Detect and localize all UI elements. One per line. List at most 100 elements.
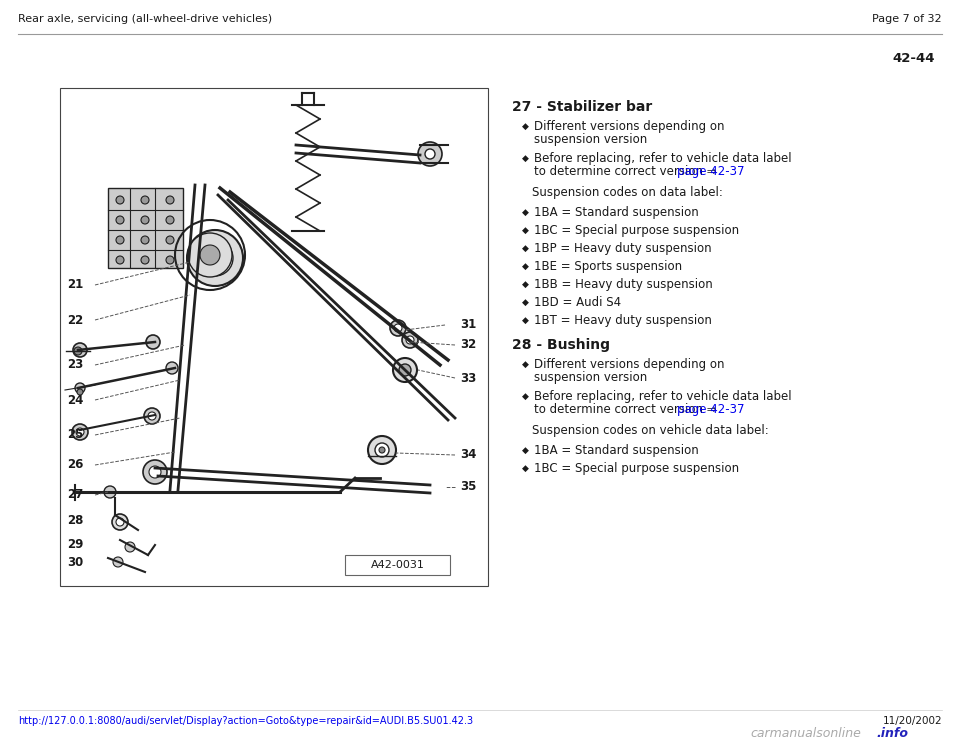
Text: Before replacing, refer to vehicle data label: Before replacing, refer to vehicle data … (534, 152, 792, 165)
Text: page 42-37: page 42-37 (677, 403, 745, 416)
Circle shape (73, 343, 87, 357)
Circle shape (143, 460, 167, 484)
Circle shape (166, 236, 174, 244)
Text: carmanualsonline: carmanualsonline (750, 727, 861, 740)
Circle shape (77, 389, 83, 395)
Text: to determine correct version ⇒: to determine correct version ⇒ (534, 403, 720, 416)
Circle shape (104, 486, 116, 498)
Circle shape (149, 466, 161, 478)
Text: 42-44: 42-44 (893, 52, 935, 65)
Text: 33: 33 (460, 372, 476, 384)
Circle shape (393, 358, 417, 382)
Circle shape (141, 216, 149, 224)
Circle shape (74, 347, 82, 355)
Circle shape (125, 542, 135, 552)
Bar (60, 88, 488, 586)
Text: A42-0031: A42-0031 (371, 560, 424, 570)
Text: Different versions depending on: Different versions depending on (534, 358, 725, 371)
Text: 28 - Bushing: 28 - Bushing (512, 338, 610, 352)
Circle shape (166, 362, 178, 374)
Text: ◆: ◆ (522, 316, 529, 325)
Text: 11/20/2002: 11/20/2002 (882, 716, 942, 726)
Text: page 42-37: page 42-37 (677, 165, 745, 178)
Text: 32: 32 (460, 338, 476, 352)
Circle shape (418, 142, 442, 166)
Circle shape (375, 443, 389, 457)
Text: Different versions depending on: Different versions depending on (534, 120, 725, 133)
Text: ◆: ◆ (522, 226, 529, 235)
Text: Suspension codes on vehicle data label:: Suspension codes on vehicle data label: (532, 424, 769, 437)
Text: 30: 30 (67, 556, 84, 568)
Text: 1BC = Special purpose suspension: 1BC = Special purpose suspension (534, 224, 739, 237)
Circle shape (141, 196, 149, 204)
Circle shape (188, 233, 232, 277)
Text: ◆: ◆ (522, 262, 529, 271)
Circle shape (197, 240, 233, 276)
Text: to determine correct version ⇒: to determine correct version ⇒ (534, 165, 720, 178)
Circle shape (402, 332, 418, 348)
Circle shape (76, 428, 84, 436)
Text: ◆: ◆ (522, 154, 529, 163)
Circle shape (116, 196, 124, 204)
Circle shape (394, 324, 402, 332)
Text: 1BE = Sports suspension: 1BE = Sports suspension (534, 260, 683, 273)
Circle shape (141, 256, 149, 264)
Text: 23: 23 (67, 358, 84, 372)
Text: Before replacing, refer to vehicle data label: Before replacing, refer to vehicle data … (534, 390, 792, 403)
Circle shape (166, 256, 174, 264)
Circle shape (112, 514, 128, 530)
Circle shape (379, 447, 385, 453)
Text: ◆: ◆ (522, 446, 529, 455)
Circle shape (166, 216, 174, 224)
Text: 34: 34 (460, 448, 476, 462)
Circle shape (72, 424, 88, 440)
Text: ◆: ◆ (522, 122, 529, 131)
Text: 1BP = Heavy duty suspension: 1BP = Heavy duty suspension (534, 242, 711, 255)
Text: 1BA = Standard suspension: 1BA = Standard suspension (534, 206, 699, 219)
Text: 21: 21 (67, 278, 84, 292)
Text: 1BT = Heavy duty suspension: 1BT = Heavy duty suspension (534, 314, 712, 327)
Text: 26: 26 (67, 459, 84, 471)
Text: ◆: ◆ (522, 464, 529, 473)
Text: http://127.0.0.1:8080/audi/servlet/Display?action=Goto&type=repair&id=AUDI.B5.SU: http://127.0.0.1:8080/audi/servlet/Displ… (18, 716, 473, 726)
Text: 1BC = Special purpose suspension: 1BC = Special purpose suspension (534, 462, 739, 475)
Circle shape (141, 236, 149, 244)
Text: 22: 22 (67, 314, 84, 326)
Circle shape (207, 250, 223, 266)
Text: .info: .info (876, 727, 908, 740)
Text: suspension version: suspension version (534, 133, 647, 146)
Circle shape (406, 336, 414, 344)
Circle shape (399, 364, 411, 376)
Text: 29: 29 (67, 539, 84, 551)
Circle shape (113, 557, 123, 567)
Text: ◆: ◆ (522, 244, 529, 253)
Circle shape (75, 383, 85, 393)
Text: ◆: ◆ (522, 208, 529, 217)
Circle shape (148, 412, 156, 420)
Circle shape (116, 236, 124, 244)
Text: ◆: ◆ (522, 280, 529, 289)
Text: ◆: ◆ (522, 360, 529, 369)
Text: Suspension codes on data label:: Suspension codes on data label: (532, 186, 723, 199)
Circle shape (146, 335, 160, 349)
Text: 31: 31 (460, 318, 476, 332)
Text: ◆: ◆ (522, 298, 529, 307)
Text: 35: 35 (460, 481, 476, 493)
Text: ◆: ◆ (522, 392, 529, 401)
Text: Rear axle, servicing (all-wheel-drive vehicles): Rear axle, servicing (all-wheel-drive ve… (18, 14, 272, 24)
Text: 24: 24 (67, 393, 84, 407)
Circle shape (116, 256, 124, 264)
Bar (345, 555, 450, 575)
Text: 25: 25 (67, 428, 84, 441)
Circle shape (144, 408, 160, 424)
Text: 27 - Stabilizer bar: 27 - Stabilizer bar (512, 100, 652, 114)
Text: 27: 27 (67, 488, 84, 502)
Circle shape (390, 320, 406, 336)
Text: 1BA = Standard suspension: 1BA = Standard suspension (534, 444, 699, 457)
Circle shape (425, 149, 435, 159)
Text: 28: 28 (67, 513, 84, 527)
Text: Page 7 of 32: Page 7 of 32 (873, 14, 942, 24)
Text: 1BD = Audi S4: 1BD = Audi S4 (534, 296, 621, 309)
Circle shape (116, 216, 124, 224)
Text: suspension version: suspension version (534, 371, 647, 384)
